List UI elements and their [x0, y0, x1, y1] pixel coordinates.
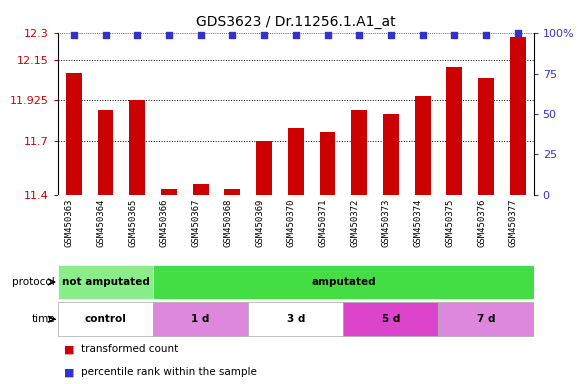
Text: GSM450373: GSM450373 — [382, 198, 391, 247]
Point — [291, 31, 300, 38]
Point — [164, 31, 173, 38]
Bar — [153, 303, 248, 336]
Bar — [288, 128, 304, 195]
Bar — [58, 303, 153, 336]
Text: GSM450376: GSM450376 — [477, 198, 486, 247]
Point — [259, 31, 269, 38]
Bar — [97, 110, 114, 195]
Bar — [129, 99, 145, 195]
Text: time: time — [31, 314, 55, 324]
Point — [101, 31, 110, 38]
Text: not amputated: not amputated — [61, 277, 150, 287]
Text: GSM450375: GSM450375 — [445, 198, 454, 247]
Point — [481, 31, 491, 38]
Point — [418, 31, 427, 38]
Text: GSM450369: GSM450369 — [255, 198, 264, 247]
Text: GSM450377: GSM450377 — [509, 198, 518, 247]
Text: GSM450371: GSM450371 — [318, 198, 328, 247]
Bar — [66, 73, 82, 195]
Bar — [343, 303, 438, 336]
Text: 3 d: 3 d — [287, 314, 305, 324]
Bar — [58, 265, 153, 299]
Point — [228, 31, 237, 38]
Text: GSM450367: GSM450367 — [191, 198, 201, 247]
Bar — [438, 303, 534, 336]
Point — [354, 31, 364, 38]
Text: protocol: protocol — [12, 277, 55, 287]
Point — [323, 31, 332, 38]
Text: 7 d: 7 d — [477, 314, 495, 324]
Text: amputated: amputated — [311, 277, 376, 287]
Bar — [351, 110, 367, 195]
Point — [69, 31, 78, 38]
Bar — [256, 141, 272, 195]
Text: GSM450364: GSM450364 — [96, 198, 106, 247]
Bar — [153, 265, 534, 299]
Bar — [248, 303, 343, 336]
Point — [386, 31, 396, 38]
Bar — [224, 189, 240, 195]
Bar — [447, 67, 462, 195]
Bar — [161, 189, 177, 195]
Text: GSM450365: GSM450365 — [128, 198, 137, 247]
Bar — [193, 184, 209, 195]
Text: GSM450374: GSM450374 — [414, 198, 423, 247]
Text: GSM450363: GSM450363 — [65, 198, 74, 247]
Title: GDS3623 / Dr.11256.1.A1_at: GDS3623 / Dr.11256.1.A1_at — [196, 15, 396, 29]
Bar — [510, 37, 525, 195]
Text: transformed count: transformed count — [81, 344, 179, 354]
Point — [133, 31, 142, 38]
Text: GSM450372: GSM450372 — [350, 198, 359, 247]
Text: 5 d: 5 d — [382, 314, 400, 324]
Bar — [383, 114, 399, 195]
Text: 1 d: 1 d — [191, 314, 210, 324]
Bar — [478, 78, 494, 195]
Point — [450, 31, 459, 38]
Text: GSM450366: GSM450366 — [160, 198, 169, 247]
Bar — [320, 132, 335, 195]
Text: GSM450370: GSM450370 — [287, 198, 296, 247]
Text: ■: ■ — [64, 367, 74, 377]
Point — [196, 31, 205, 38]
Bar — [415, 96, 430, 195]
Text: GSM450368: GSM450368 — [223, 198, 233, 247]
Text: ■: ■ — [64, 344, 74, 354]
Text: percentile rank within the sample: percentile rank within the sample — [81, 367, 257, 377]
Text: control: control — [85, 314, 126, 324]
Point — [513, 30, 523, 36]
